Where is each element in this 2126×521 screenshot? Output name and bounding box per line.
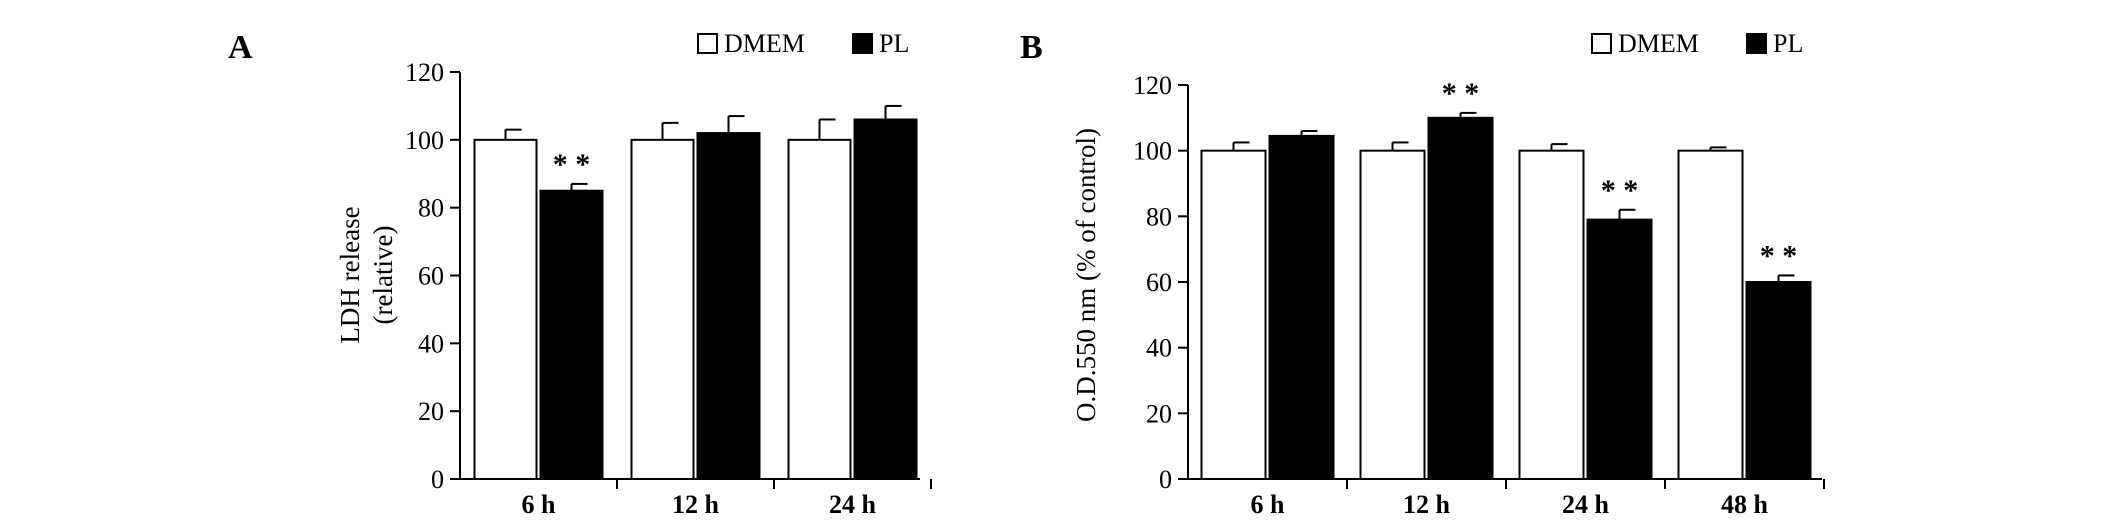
x-tick-label: 12 h — [1403, 490, 1451, 519]
y-axis-title: LDH release — [335, 206, 365, 343]
bar-dmem — [630, 138, 695, 480]
x-tick-label: 6 h — [1251, 490, 1286, 519]
panel-b-chart: B 0 20 40 60 80 100 120 O.D.550 nm (% of control… — [1020, 29, 1825, 519]
significance-marker: * * — [1442, 77, 1480, 110]
bar-pl — [1745, 281, 1812, 480]
y-tick-label: 100 — [405, 126, 444, 155]
bar-dmem — [473, 138, 538, 480]
legend-swatch-dmem — [697, 33, 718, 54]
y-tick-label: 80 — [1146, 202, 1172, 231]
bar-dmem — [1359, 149, 1426, 481]
y-tick-label: 100 — [1133, 137, 1172, 166]
significance-marker: * * — [1760, 239, 1798, 272]
y-tick-label: 60 — [418, 262, 444, 291]
bar-pl — [1268, 134, 1335, 480]
legend-label: PL — [879, 29, 909, 58]
x-tick-label: 24 h — [1562, 490, 1610, 519]
y-tick-label: 120 — [1133, 71, 1172, 100]
legend-swatch-pl — [852, 33, 873, 54]
x-tick-label: 48 h — [1721, 490, 1769, 519]
y-tick-label: 0 — [431, 465, 444, 494]
y-tick-label: 20 — [418, 397, 444, 426]
y-tick-label: 40 — [418, 329, 444, 358]
y-tick-label: 60 — [1146, 268, 1172, 297]
bar-pl — [1586, 218, 1653, 480]
bar-pl — [696, 132, 761, 481]
panel-label: A — [228, 29, 253, 66]
legend-label: DMEM — [1618, 29, 1699, 58]
panel-a-chart: A 0 20 40 60 80 100 120 LDH release (relative) 6 h… — [228, 29, 932, 519]
bar-dmem — [787, 138, 852, 480]
significance-marker: * * — [553, 148, 591, 181]
panel-label: B — [1020, 29, 1043, 66]
y-tick-label: 40 — [1146, 334, 1172, 363]
significance-marker: * * — [1601, 174, 1639, 207]
y-tick-label: 0 — [1159, 465, 1172, 494]
legend-label: PL — [1773, 29, 1803, 58]
y-tick-label: 20 — [1146, 399, 1172, 428]
x-tick-label: 12 h — [672, 490, 720, 519]
y-axis-title: (relative) — [368, 226, 398, 325]
y-tick-label: 80 — [418, 194, 444, 223]
bar-dmem — [1200, 149, 1267, 481]
legend-label: DMEM — [724, 29, 805, 58]
bar-dmem — [1677, 149, 1744, 481]
y-axis-title: O.D.550 nm (% of control) — [1071, 128, 1101, 422]
bar-dmem — [1518, 149, 1585, 481]
x-tick-label: 24 h — [829, 490, 877, 519]
legend-swatch-pl — [1746, 33, 1767, 54]
bar-pl — [1427, 116, 1494, 480]
x-tick-label: 6 h — [522, 490, 557, 519]
bar-pl — [539, 189, 604, 480]
y-tick-label: 120 — [405, 58, 444, 87]
bar-pl — [853, 118, 918, 480]
legend-swatch-dmem — [1591, 33, 1612, 54]
